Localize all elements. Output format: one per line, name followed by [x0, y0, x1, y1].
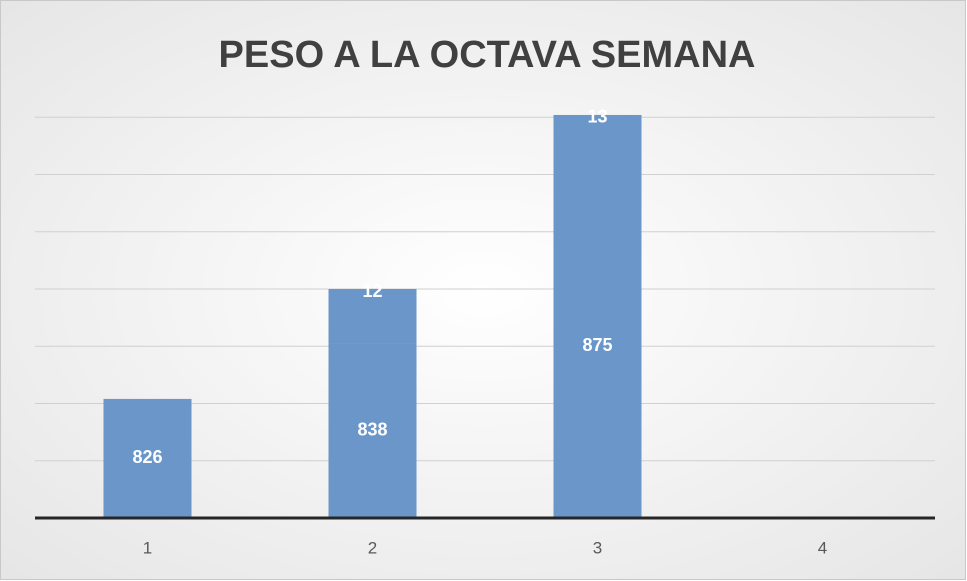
x-tick-label: 1: [143, 538, 152, 557]
data-label: 875: [582, 335, 612, 355]
bar: [553, 174, 642, 518]
bar: [328, 289, 417, 344]
data-label: 12: [362, 281, 382, 301]
bar: [328, 343, 417, 518]
data-label: 838: [357, 420, 387, 440]
bar: [103, 398, 192, 518]
bar: [553, 114, 642, 175]
data-label: 826: [132, 447, 162, 467]
x-tick-label: 3: [593, 538, 602, 557]
data-label: 13: [587, 107, 607, 127]
chart-title: PESO A LA OCTAVA SEMANA: [219, 34, 756, 76]
x-tick-label: 4: [818, 538, 827, 557]
x-tick-label: 2: [368, 538, 377, 557]
